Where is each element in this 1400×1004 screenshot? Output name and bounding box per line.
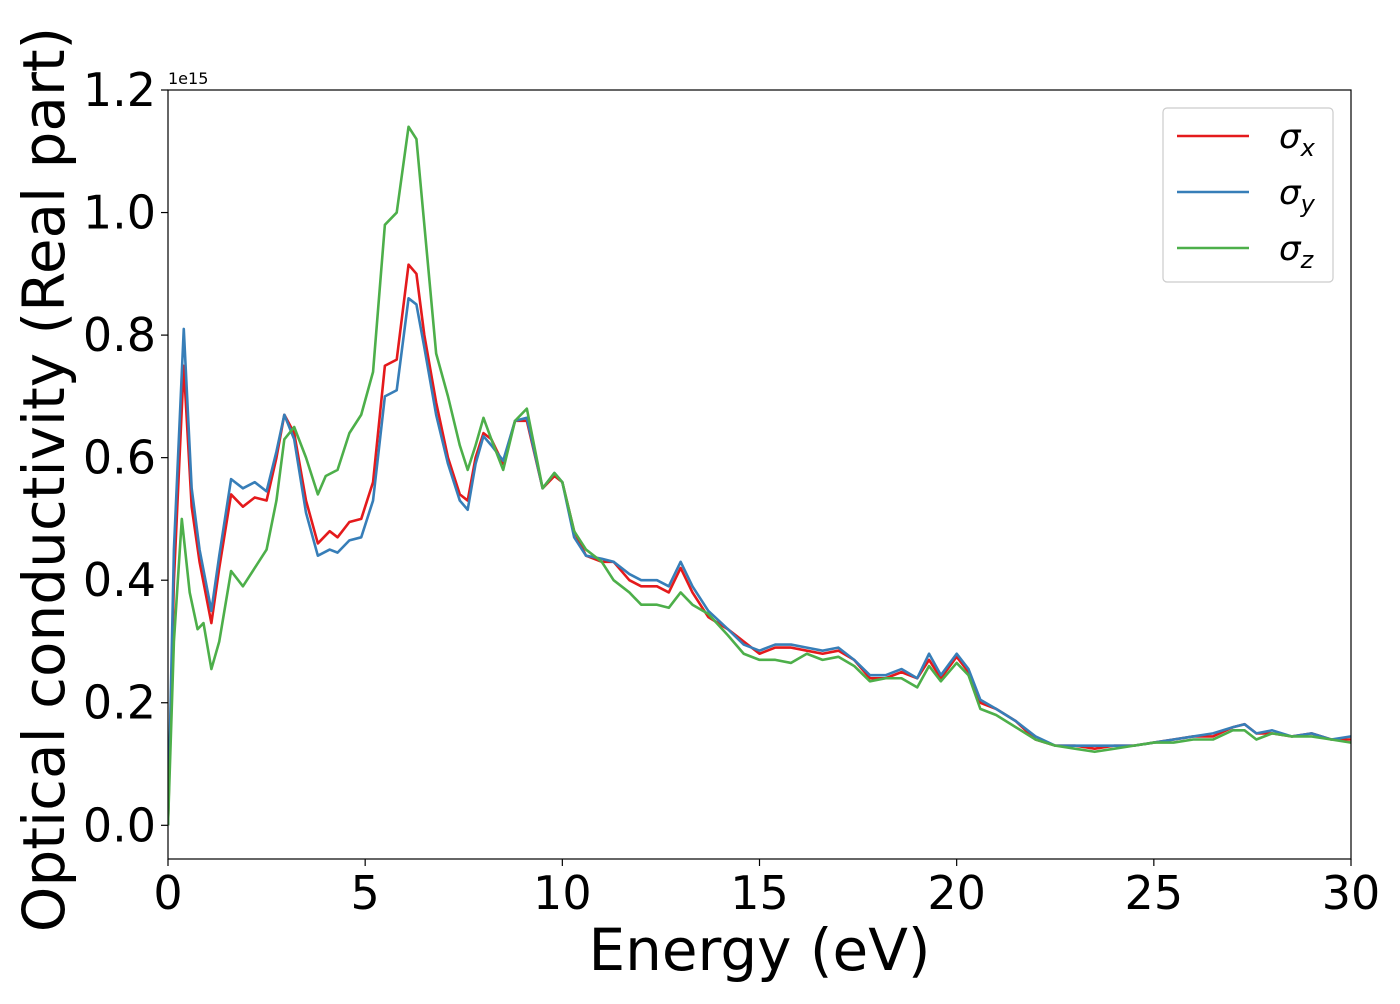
y-tick-label: 0.2 (83, 676, 156, 730)
x-tick-label: 10 (533, 866, 592, 920)
y-tick-label: 0.6 (83, 431, 156, 485)
y-tick-label: 0.8 (83, 308, 156, 362)
x-tick-label: 25 (1125, 866, 1184, 920)
y-offset-text: 1e15 (168, 69, 208, 88)
x-tick-label: 20 (927, 866, 986, 920)
x-tick-label: 30 (1322, 866, 1381, 920)
series-line-z (168, 125, 1351, 826)
series-line-y (168, 297, 1351, 826)
legend-box (1162, 107, 1334, 283)
x-axis-label: Energy (eV) (588, 916, 930, 984)
legend: σx σy σz (1162, 107, 1334, 283)
y-tick-label: 0.0 (83, 798, 156, 852)
legend-label: σy (1279, 173, 1316, 218)
legend-label: σx (1279, 117, 1316, 162)
legend-items: σx σy σz (1177, 117, 1316, 274)
ticks-layer: 0 5 10 15 20 25 30 0.0 0.2 0.4 0.6 0.8 1.0 1.2 (83, 63, 1380, 920)
legend-label: σz (1279, 229, 1315, 274)
legend-item-x: σx (1177, 117, 1316, 162)
x-tick-label: 5 (351, 866, 380, 920)
series-line-x (168, 263, 1351, 826)
y-tick-label: 1.2 (83, 63, 156, 117)
y-tick-label: 0.4 (83, 553, 156, 607)
y-axis-label: Optical conductivity (Real part) (10, 27, 78, 932)
legend-item-y: σy (1177, 173, 1316, 218)
x-tick-label: 0 (153, 866, 182, 920)
series-layer (168, 125, 1351, 826)
y-tick-label: 1.0 (83, 186, 156, 240)
legend-item-z: σz (1177, 229, 1315, 274)
x-tick-label: 15 (730, 866, 789, 920)
